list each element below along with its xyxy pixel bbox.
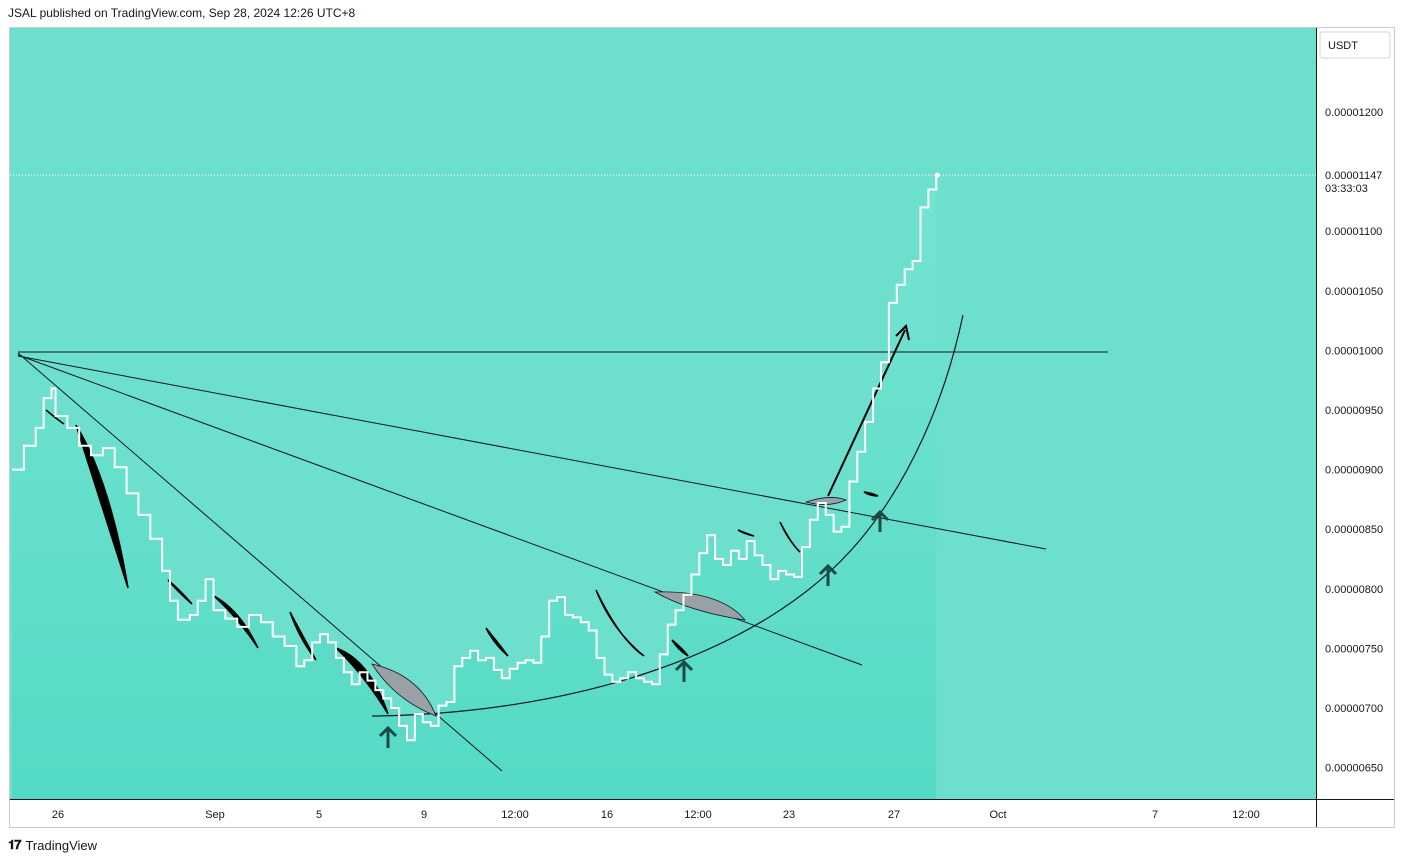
chart-frame [9,27,1395,828]
x-tick-label: 16 [601,809,613,821]
projection-arrow[interactable] [827,329,906,497]
projection-arrow-head-icon [895,323,910,341]
y-tick-label: 0.00001000 [1325,345,1383,357]
y-tick-label: 0.00001100 [1325,226,1382,238]
pullback-stroke [595,589,645,657]
y-tick-label: 0.00001200 [1325,107,1383,119]
y-tick-label: 0.00000800 [1325,584,1383,596]
pullback-stroke [75,424,129,589]
pullback-stroke [167,579,193,605]
y-tick-label: 0.00000850 [1325,524,1383,536]
y-tick-label: 0.00001050 [1325,286,1383,298]
pullback-stroke [289,611,317,661]
x-tick-label: 12:00 [1232,809,1260,821]
x-tick-label: 27 [888,809,900,821]
x-tick-label: Sep [205,809,225,821]
currency-badge[interactable] [1319,31,1391,59]
up-arrow-icon [818,563,838,586]
pullback-stroke [335,647,389,715]
price-area [12,175,937,799]
footer: 𝟏𝟕 TradingView [8,837,97,853]
y-tick-label: 0.00000950 [1325,405,1383,417]
publish-header: JSAL published on TradingView.com, Sep 2… [8,6,356,20]
rounded-bottom-curve[interactable] [371,314,964,717]
x-tick-label: 23 [783,809,795,821]
currency-label: USDT [1328,40,1358,52]
x-tick-label: 7 [1152,809,1158,821]
up-arrow-icon [870,509,890,532]
x-tick-label: 26 [52,809,64,821]
y-tick-label: 0.00000900 [1325,465,1383,477]
tradingview-brand[interactable]: TradingView [25,837,98,853]
pullback-stroke [863,491,879,497]
pullback-stroke [737,529,755,537]
up-arrow-icon [674,659,694,682]
x-tick-label: Oct [989,809,1006,821]
price-line[interactable] [12,175,938,742]
pullback-stroke [45,409,65,425]
y-tick-label: 0.00000700 [1325,703,1383,715]
countdown-label: 03:33:03 [1325,183,1368,195]
breakout-zone-2 [653,591,746,621]
last-price-label: 0.00001147 [1325,170,1382,182]
time-axis-background [10,800,1316,827]
breakout-zone-1 [371,663,437,717]
tradingview-logo-icon: 𝟏𝟕 [8,837,22,852]
pullback-stroke [485,627,509,657]
x-tick-label: 12:00 [684,809,712,821]
pullback-stroke [671,639,689,657]
last-price-badge [1319,166,1393,198]
x-tick-label: 9 [421,809,427,821]
y-tick-label: 0.00000650 [1325,763,1383,775]
pullback-stroke [779,521,801,553]
pullback-stroke [213,595,259,649]
price-axis-background [1317,28,1394,799]
y-tick-label: 0.00000750 [1325,643,1383,655]
up-arrow-icon [378,725,398,748]
x-tick-label: 5 [316,809,322,821]
x-tick-label: 12:00 [501,809,529,821]
